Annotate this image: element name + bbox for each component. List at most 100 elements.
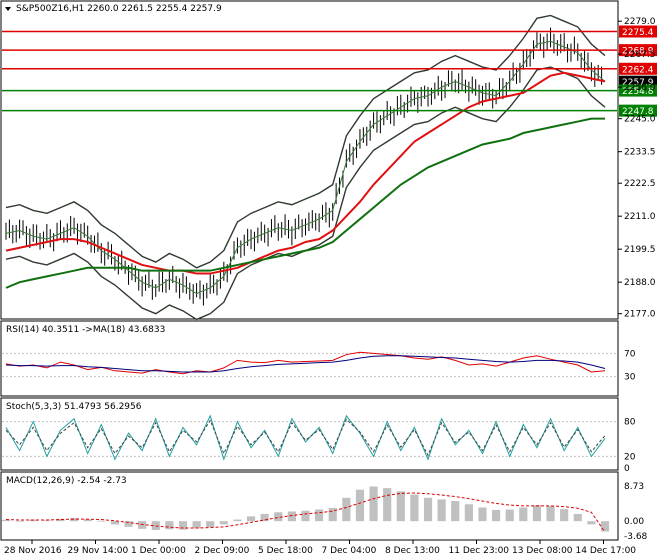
macd-histogram-bar — [206, 521, 215, 528]
macd-histogram-bar — [437, 499, 446, 522]
macd-histogram-bar — [342, 497, 351, 522]
macd-histogram-bar — [110, 521, 119, 525]
macd-histogram-bar — [546, 505, 555, 522]
macd-histogram-bar — [15, 520, 24, 522]
macd-signal-line — [5, 492, 606, 533]
rsi-plot-layer — [2, 351, 617, 378]
macd-tick-label: 0.00 — [624, 517, 644, 527]
macd-histogram-bar — [1, 519, 11, 522]
level-tag — [619, 44, 657, 57]
time-tick-label: 2 Dec 09:00 — [195, 546, 250, 556]
macd-histogram-bar — [56, 518, 65, 522]
stoch-title: Stoch(5,3,3) 51.4793 56.2956 — [6, 402, 142, 412]
macd-histogram-bar — [573, 513, 582, 522]
time-tick-label: 7 Dec 04:00 — [322, 546, 377, 556]
rsi-ma-line — [5, 355, 606, 373]
stoch-tick-label: 0 — [624, 464, 630, 474]
price-tick-label: 2177.0 — [624, 310, 656, 320]
time-tick-label: 5 Dec 18:00 — [258, 546, 313, 556]
macd-histogram-bar — [492, 509, 501, 522]
macd-histogram-bar — [532, 505, 542, 522]
macd-histogram-bar — [219, 521, 228, 525]
macd-histogram-bar — [396, 491, 405, 522]
macd-histogram-bar — [260, 513, 269, 522]
axis-labels-layer: 2279.0 2267.5 2256.0 2245.0 2233.5 2222.5 2211… — [4, 17, 656, 556]
price-tick-label: 2199.5 — [624, 245, 656, 255]
level-label: 2268.9 — [622, 47, 654, 57]
macd-histogram-bar — [410, 494, 419, 522]
macd-histogram-bar — [587, 521, 596, 525]
time-tick-label: 14 Dec 17:00 — [576, 546, 637, 556]
price-panel[interactable] — [0, 0, 619, 320]
macd-histogram-bar — [165, 521, 174, 530]
level-label: 2275.4 — [622, 28, 654, 38]
macd-histogram-bar — [192, 521, 201, 529]
macd-plot-layer — [1, 486, 610, 533]
level-label: 2262.4 — [622, 65, 654, 75]
macd-histogram-bar — [274, 512, 283, 522]
stoch-tick-label: 80 — [624, 418, 636, 428]
macd-histogram-bar — [600, 521, 610, 532]
macd-tick-label: -3.68 — [624, 532, 648, 542]
macd-histogram-bar — [301, 510, 310, 522]
symbol-line: S&P500Z16,H1 2260.0 2261.5 2255.4 2257.9 — [16, 4, 222, 14]
price-tick-label: 2267.5 — [624, 50, 656, 60]
macd-panel[interactable] — [0, 471, 619, 541]
ma-mid-line — [5, 71, 606, 275]
collapse-triangle-icon[interactable] — [5, 7, 11, 11]
macd-histogram-bar — [124, 521, 133, 527]
macd-histogram-bar — [233, 519, 242, 522]
macd-histogram-bar — [97, 520, 106, 522]
level-label: 2247.8 — [622, 107, 654, 117]
macd-title: MACD(12,26,9) -2.54 -2.73 — [6, 476, 127, 486]
macd-histogram-bar — [42, 520, 51, 522]
macd-histogram-bar — [369, 486, 378, 522]
macd-histogram-bar — [451, 501, 460, 522]
macd-histogram-bar — [383, 488, 392, 522]
macd-histogram-bar — [505, 509, 514, 522]
macd-histogram-bar — [246, 516, 256, 522]
macd-histogram-bar — [478, 507, 487, 522]
macd-histogram-bar — [464, 504, 473, 522]
price-tick-label: 2222.5 — [624, 179, 656, 189]
rsi-tick-label: 70 — [624, 349, 636, 359]
macd-histogram-bar — [69, 517, 79, 522]
macd-histogram-bar — [83, 519, 92, 522]
macd-tick-label: 8.73 — [624, 482, 644, 492]
level-tag — [619, 62, 657, 75]
bollinger-upper — [5, 14, 606, 269]
time-tick-label: 8 Dec 13:00 — [385, 546, 440, 556]
time-tick-label: 11 Dec 23:00 — [449, 546, 510, 556]
rsi-title: RSI(14) 40.3511 ->MA(18) 43.6833 — [6, 325, 165, 335]
level-label: 2257.9 — [622, 78, 654, 88]
time-tick-label: 28 Nov 2016 — [4, 546, 62, 556]
price-tick-label: 2211.0 — [624, 212, 656, 222]
level-tag — [619, 25, 657, 38]
ma-fast-line — [5, 40, 606, 295]
rsi-tick-label: 30 — [624, 373, 636, 383]
price-tick-label: 2256.0 — [624, 83, 656, 93]
macd-histogram-bar — [328, 507, 337, 522]
macd-histogram-bar — [287, 511, 296, 522]
price-tick-label: 2233.5 — [624, 148, 656, 158]
macd-histogram-bar — [355, 489, 365, 522]
macd-histogram-bar — [178, 521, 188, 530]
stoch-plot-layer — [2, 414, 617, 461]
stoch-tick-label: 20 — [624, 452, 636, 462]
price-tick-label: 2245.0 — [624, 115, 656, 125]
level-tag — [619, 84, 657, 97]
ma-slow-line — [5, 117, 605, 289]
macd-histogram-bar — [423, 497, 433, 522]
time-tick-label: 13 Dec 08:00 — [512, 546, 573, 556]
price-tick-label: 2279.0 — [624, 17, 656, 27]
rsi-line — [5, 351, 606, 375]
macd-histogram-bar — [560, 509, 569, 522]
time-tick-label: 29 Nov 14:00 — [68, 546, 129, 556]
time-tick-label: 1 Dec 00:00 — [131, 546, 186, 556]
macd-histogram-bar — [315, 509, 324, 522]
level-tag — [619, 104, 657, 117]
macd-histogram-bar — [138, 521, 147, 529]
rsi-panel[interactable] — [0, 320, 619, 397]
